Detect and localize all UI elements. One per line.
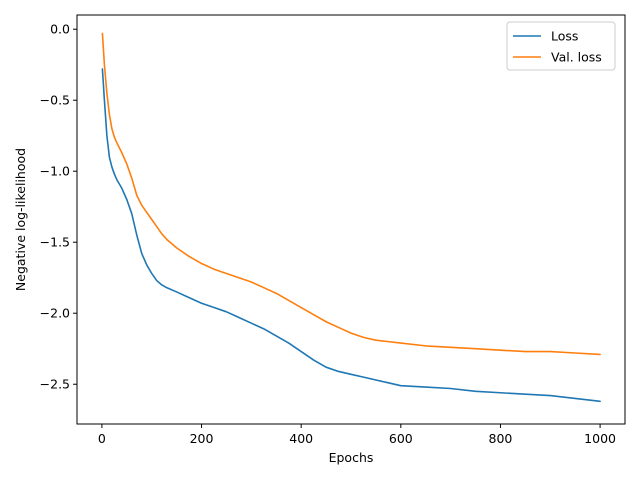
y-tick-label: −2.0 bbox=[40, 306, 70, 321]
y-tick-label: −0.5 bbox=[40, 93, 70, 108]
x-tick-label: 200 bbox=[190, 431, 214, 446]
x-tick-label: 400 bbox=[289, 431, 313, 446]
y-tick-label: −1.5 bbox=[40, 235, 70, 250]
y-axis-label: Negative log-likelihood bbox=[13, 148, 28, 291]
plot-frame bbox=[76, 14, 626, 425]
x-axis-label: Epochs bbox=[329, 450, 374, 465]
legend-box bbox=[506, 21, 616, 71]
y-tick-label: −1.0 bbox=[40, 164, 70, 179]
x-tick-label: 600 bbox=[389, 431, 413, 446]
y-tick-label: 0.0 bbox=[50, 22, 70, 37]
legend: Loss Val. loss bbox=[506, 21, 616, 71]
x-tick-label: 0 bbox=[98, 431, 106, 446]
series-line-0 bbox=[101, 68, 601, 403]
plot-area bbox=[77, 15, 625, 424]
ticks-layer: 0 200 400 600 800 1000 0.0 −0.5 −1.0 −1.5 −2.0 −2.5 bbox=[40, 22, 616, 446]
series-line-1 bbox=[101, 32, 601, 356]
x-tick-label: 1000 bbox=[584, 431, 616, 446]
x-tick-label: 800 bbox=[489, 431, 513, 446]
series-layer bbox=[101, 32, 601, 403]
legend-label-1: Val. loss bbox=[551, 50, 602, 65]
y-tick-label: −2.5 bbox=[40, 377, 70, 392]
legend-label-0: Loss bbox=[551, 29, 578, 44]
